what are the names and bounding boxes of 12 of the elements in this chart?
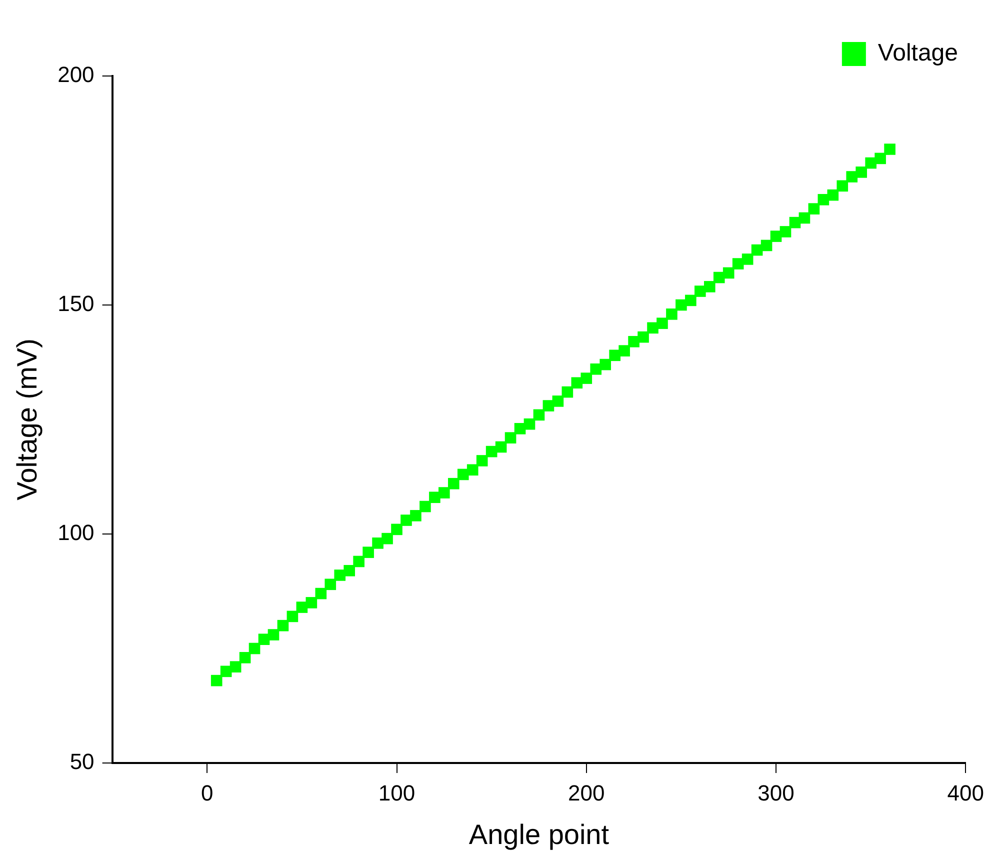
x-tick-label: 300: [758, 780, 794, 806]
x-axis-title: Angle point: [468, 818, 610, 850]
x-tick-label: 400: [947, 780, 984, 806]
y-axis-title: Voltage (mV): [12, 338, 43, 500]
x-tick-label: 0: [200, 780, 214, 806]
y-tick-label: 100: [58, 520, 94, 546]
y-tick-label: 50: [70, 749, 94, 774]
legend-label: Voltage: [878, 40, 958, 67]
y-tick-label: 150: [58, 291, 94, 316]
y-tick-label: 200: [58, 62, 94, 88]
x-tick-label: 200: [568, 780, 605, 806]
x-tick-label: 100: [378, 780, 416, 806]
